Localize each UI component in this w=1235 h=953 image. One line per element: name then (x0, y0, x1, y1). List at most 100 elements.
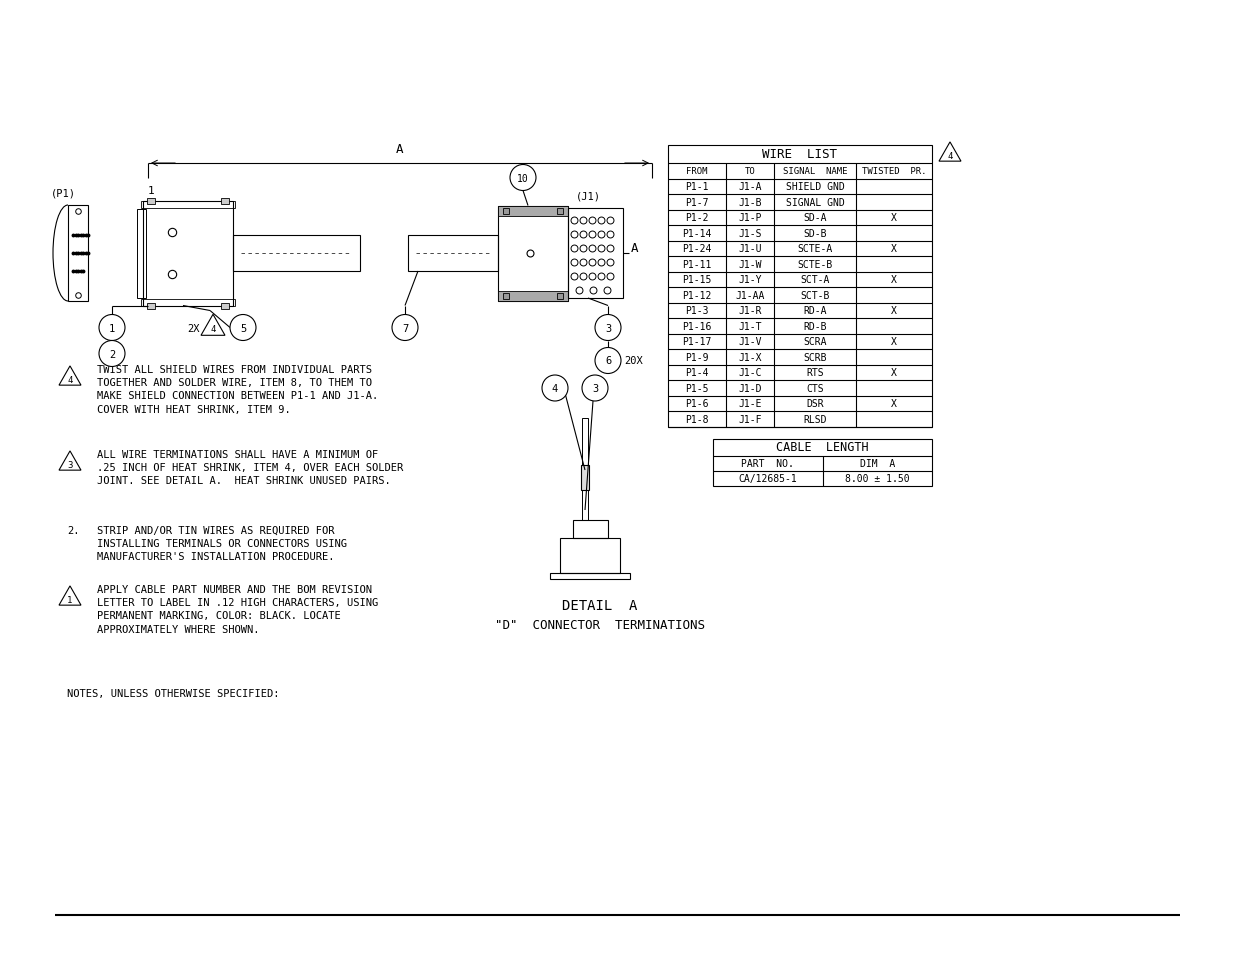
Text: SHIELD GND: SHIELD GND (785, 182, 845, 193)
Bar (557, 209, 563, 214)
Text: PART  NO.: PART NO. (741, 458, 794, 469)
Bar (668, 146, 932, 427)
Bar (559, 538, 620, 574)
Text: FROM: FROM (687, 167, 708, 176)
Text: SD-B: SD-B (803, 229, 826, 238)
Text: X: X (892, 337, 897, 347)
Polygon shape (59, 586, 82, 605)
Bar (221, 198, 228, 204)
Text: P1-17: P1-17 (682, 337, 711, 347)
Text: SCRA: SCRA (803, 337, 826, 347)
Text: P1-1: P1-1 (685, 182, 709, 193)
Text: SCTE-A: SCTE-A (798, 244, 832, 254)
Text: SCRB: SCRB (803, 353, 826, 362)
Text: 3: 3 (605, 323, 611, 334)
Text: P1-6: P1-6 (685, 399, 709, 409)
Circle shape (99, 341, 125, 367)
Text: 4: 4 (947, 152, 952, 160)
Circle shape (595, 315, 621, 341)
Bar (713, 439, 932, 486)
Text: J1-D: J1-D (739, 383, 762, 394)
Text: "D"  CONNECTOR  TERMINATIONS: "D" CONNECTOR TERMINATIONS (495, 618, 705, 631)
Text: 6: 6 (605, 356, 611, 366)
Circle shape (391, 315, 417, 341)
Polygon shape (939, 143, 961, 162)
Polygon shape (59, 367, 82, 386)
Text: P1-11: P1-11 (682, 259, 711, 270)
Text: WIRE  LIST: WIRE LIST (762, 149, 837, 161)
Text: 8.00 ± 1.50: 8.00 ± 1.50 (845, 474, 909, 483)
Bar (233, 235, 359, 272)
Polygon shape (59, 452, 82, 471)
Bar (503, 294, 509, 299)
Text: SIGNAL GND: SIGNAL GND (785, 197, 845, 208)
Text: CABLE  LENGTH: CABLE LENGTH (776, 441, 868, 454)
Text: 20X: 20X (624, 356, 642, 366)
Text: DIM  A: DIM A (860, 458, 895, 469)
Bar (143, 201, 233, 306)
Circle shape (595, 348, 621, 375)
Text: STRIP AND/OR TIN WIRES AS REQUIRED FOR
INSTALLING TERMINALS OR CONNECTORS USING
: STRIP AND/OR TIN WIRES AS REQUIRED FOR I… (98, 525, 347, 562)
Polygon shape (201, 315, 225, 336)
Text: SCT-B: SCT-B (800, 291, 830, 300)
Text: RD-A: RD-A (803, 306, 826, 315)
Text: P1-7: P1-7 (685, 197, 709, 208)
Text: 10: 10 (517, 173, 529, 183)
Bar (141, 299, 235, 306)
Bar (221, 303, 228, 309)
Text: RLSD: RLSD (803, 415, 826, 424)
Bar (568, 209, 622, 298)
Text: J1-R: J1-R (739, 306, 762, 315)
Text: ALL WIRE TERMINATIONS SHALL HAVE A MINIMUM OF
.25 INCH OF HEAT SHRINK, ITEM 4, O: ALL WIRE TERMINATIONS SHALL HAVE A MINIM… (98, 450, 404, 486)
Text: P1-2: P1-2 (685, 213, 709, 223)
Circle shape (510, 165, 536, 192)
Text: RD-B: RD-B (803, 321, 826, 332)
Text: 5: 5 (240, 323, 246, 334)
Text: J1-B: J1-B (739, 197, 762, 208)
Bar (408, 235, 498, 272)
Bar (550, 574, 630, 579)
Text: RTS: RTS (806, 368, 824, 377)
Text: 3: 3 (68, 460, 73, 469)
Text: SIGNAL  NAME: SIGNAL NAME (783, 167, 847, 176)
Circle shape (99, 315, 125, 341)
Text: X: X (892, 399, 897, 409)
Bar (557, 294, 563, 299)
Bar (582, 418, 588, 520)
Circle shape (230, 315, 256, 341)
Text: P1-12: P1-12 (682, 291, 711, 300)
Bar (147, 198, 156, 204)
Text: 4: 4 (552, 384, 558, 394)
Text: P1-14: P1-14 (682, 229, 711, 238)
Text: J1-U: J1-U (739, 244, 762, 254)
Text: J1-P: J1-P (739, 213, 762, 223)
Text: 7: 7 (401, 323, 408, 334)
Bar (498, 206, 568, 301)
Text: NOTES, UNLESS OTHERWISE SPECIFIED:: NOTES, UNLESS OTHERWISE SPECIFIED: (67, 688, 279, 699)
Text: J1-C: J1-C (739, 368, 762, 377)
Text: X: X (892, 244, 897, 254)
Text: A: A (396, 143, 404, 156)
Text: J1-S: J1-S (739, 229, 762, 238)
Text: P1-15: P1-15 (682, 275, 711, 285)
Text: TWISTED  PR.: TWISTED PR. (862, 167, 926, 176)
Text: P1-24: P1-24 (682, 244, 711, 254)
Text: X: X (892, 275, 897, 285)
Text: CA/12685-1: CA/12685-1 (739, 474, 797, 483)
Text: 1: 1 (68, 595, 73, 604)
Circle shape (542, 375, 568, 401)
Text: 4: 4 (68, 375, 73, 384)
Text: 2.: 2. (67, 525, 79, 536)
Text: SCTE-B: SCTE-B (798, 259, 832, 270)
Text: X: X (892, 368, 897, 377)
Text: J1-E: J1-E (739, 399, 762, 409)
Bar (137, 210, 146, 298)
Text: J1-AA: J1-AA (735, 291, 764, 300)
Text: J1-A: J1-A (739, 182, 762, 193)
Text: 2: 2 (109, 349, 115, 359)
Text: P1-9: P1-9 (685, 353, 709, 362)
Text: CTS: CTS (806, 383, 824, 394)
Text: DSR: DSR (806, 399, 824, 409)
Text: P1-16: P1-16 (682, 321, 711, 332)
Text: 3: 3 (592, 384, 598, 394)
